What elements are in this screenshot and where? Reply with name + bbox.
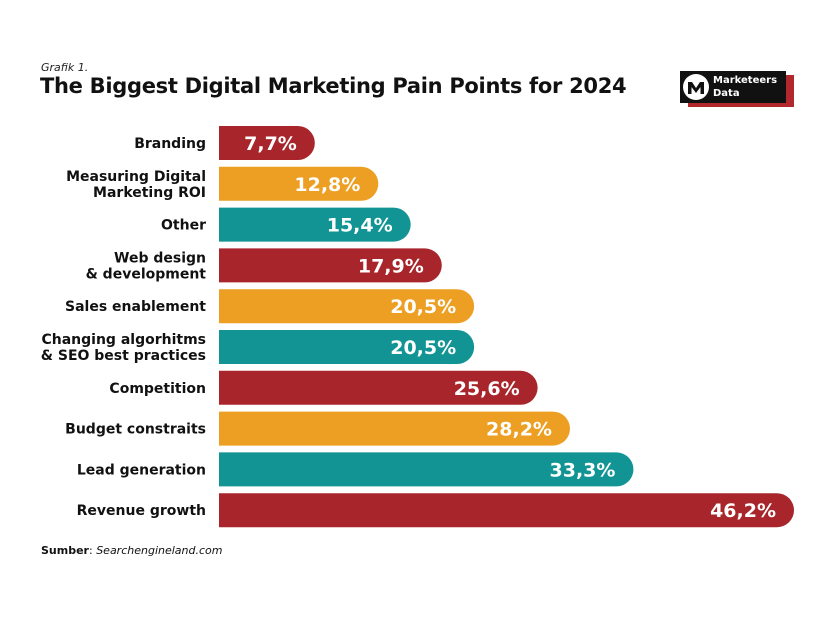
bar-1	[219, 126, 315, 160]
bar-5	[219, 289, 475, 324]
logo-line-1: Marketeers	[713, 75, 778, 86]
category-label: Other	[161, 218, 206, 234]
bar-10	[219, 493, 794, 528]
bar-value-label: 33,3%	[550, 459, 616, 481]
source-label: Sumber	[41, 544, 89, 557]
category-label: & development	[86, 266, 207, 282]
source-value: Searchengineland.com	[96, 544, 223, 557]
marketeers-data-logo: Marketeers Data	[680, 71, 794, 107]
category-label: Measuring Digital	[66, 169, 206, 185]
bar-value-label: 20,5%	[390, 296, 456, 318]
bar-value-label: 20,5%	[390, 337, 456, 359]
chart-subtitle: Grafik 1.	[41, 61, 89, 74]
category-label: Changing algorhitms	[41, 332, 206, 348]
bar-value-label: 17,9%	[358, 255, 424, 277]
source-note: Sumber: Searchengineland.com	[41, 544, 222, 557]
category-label: Web design	[114, 250, 206, 266]
bar-value-label: 25,6%	[454, 378, 520, 400]
category-label: Sales enablement	[65, 299, 206, 315]
m-logo-icon	[683, 74, 709, 100]
category-label: Budget constraits	[65, 422, 206, 438]
source-separator: :	[88, 544, 97, 557]
bar-value-label: 12,8%	[294, 174, 360, 196]
bar-3	[219, 207, 411, 242]
bar-7	[219, 370, 538, 405]
bar-2	[219, 166, 379, 201]
bar-value-label: 7,7%	[244, 133, 297, 155]
bar-4	[219, 248, 442, 283]
category-label: Competition	[109, 381, 206, 397]
bar-8	[219, 411, 570, 446]
category-label: & SEO best practices	[41, 348, 206, 364]
category-label: Marketing ROI	[93, 185, 206, 201]
logo-line-2: Data	[713, 88, 740, 99]
category-label: Lead generation	[77, 462, 206, 478]
bar-value-label: 28,2%	[486, 419, 552, 441]
bar-value-label: 46,2%	[710, 500, 776, 522]
category-label: Revenue growth	[77, 503, 206, 519]
chart-title: The Biggest Digital Marketing Pain Point…	[40, 74, 627, 98]
bar-9	[219, 452, 634, 487]
bar-6	[219, 330, 475, 364]
logo-box: Marketeers Data	[680, 71, 786, 103]
category-label: Branding	[134, 136, 206, 152]
bar-value-label: 15,4%	[327, 215, 393, 237]
